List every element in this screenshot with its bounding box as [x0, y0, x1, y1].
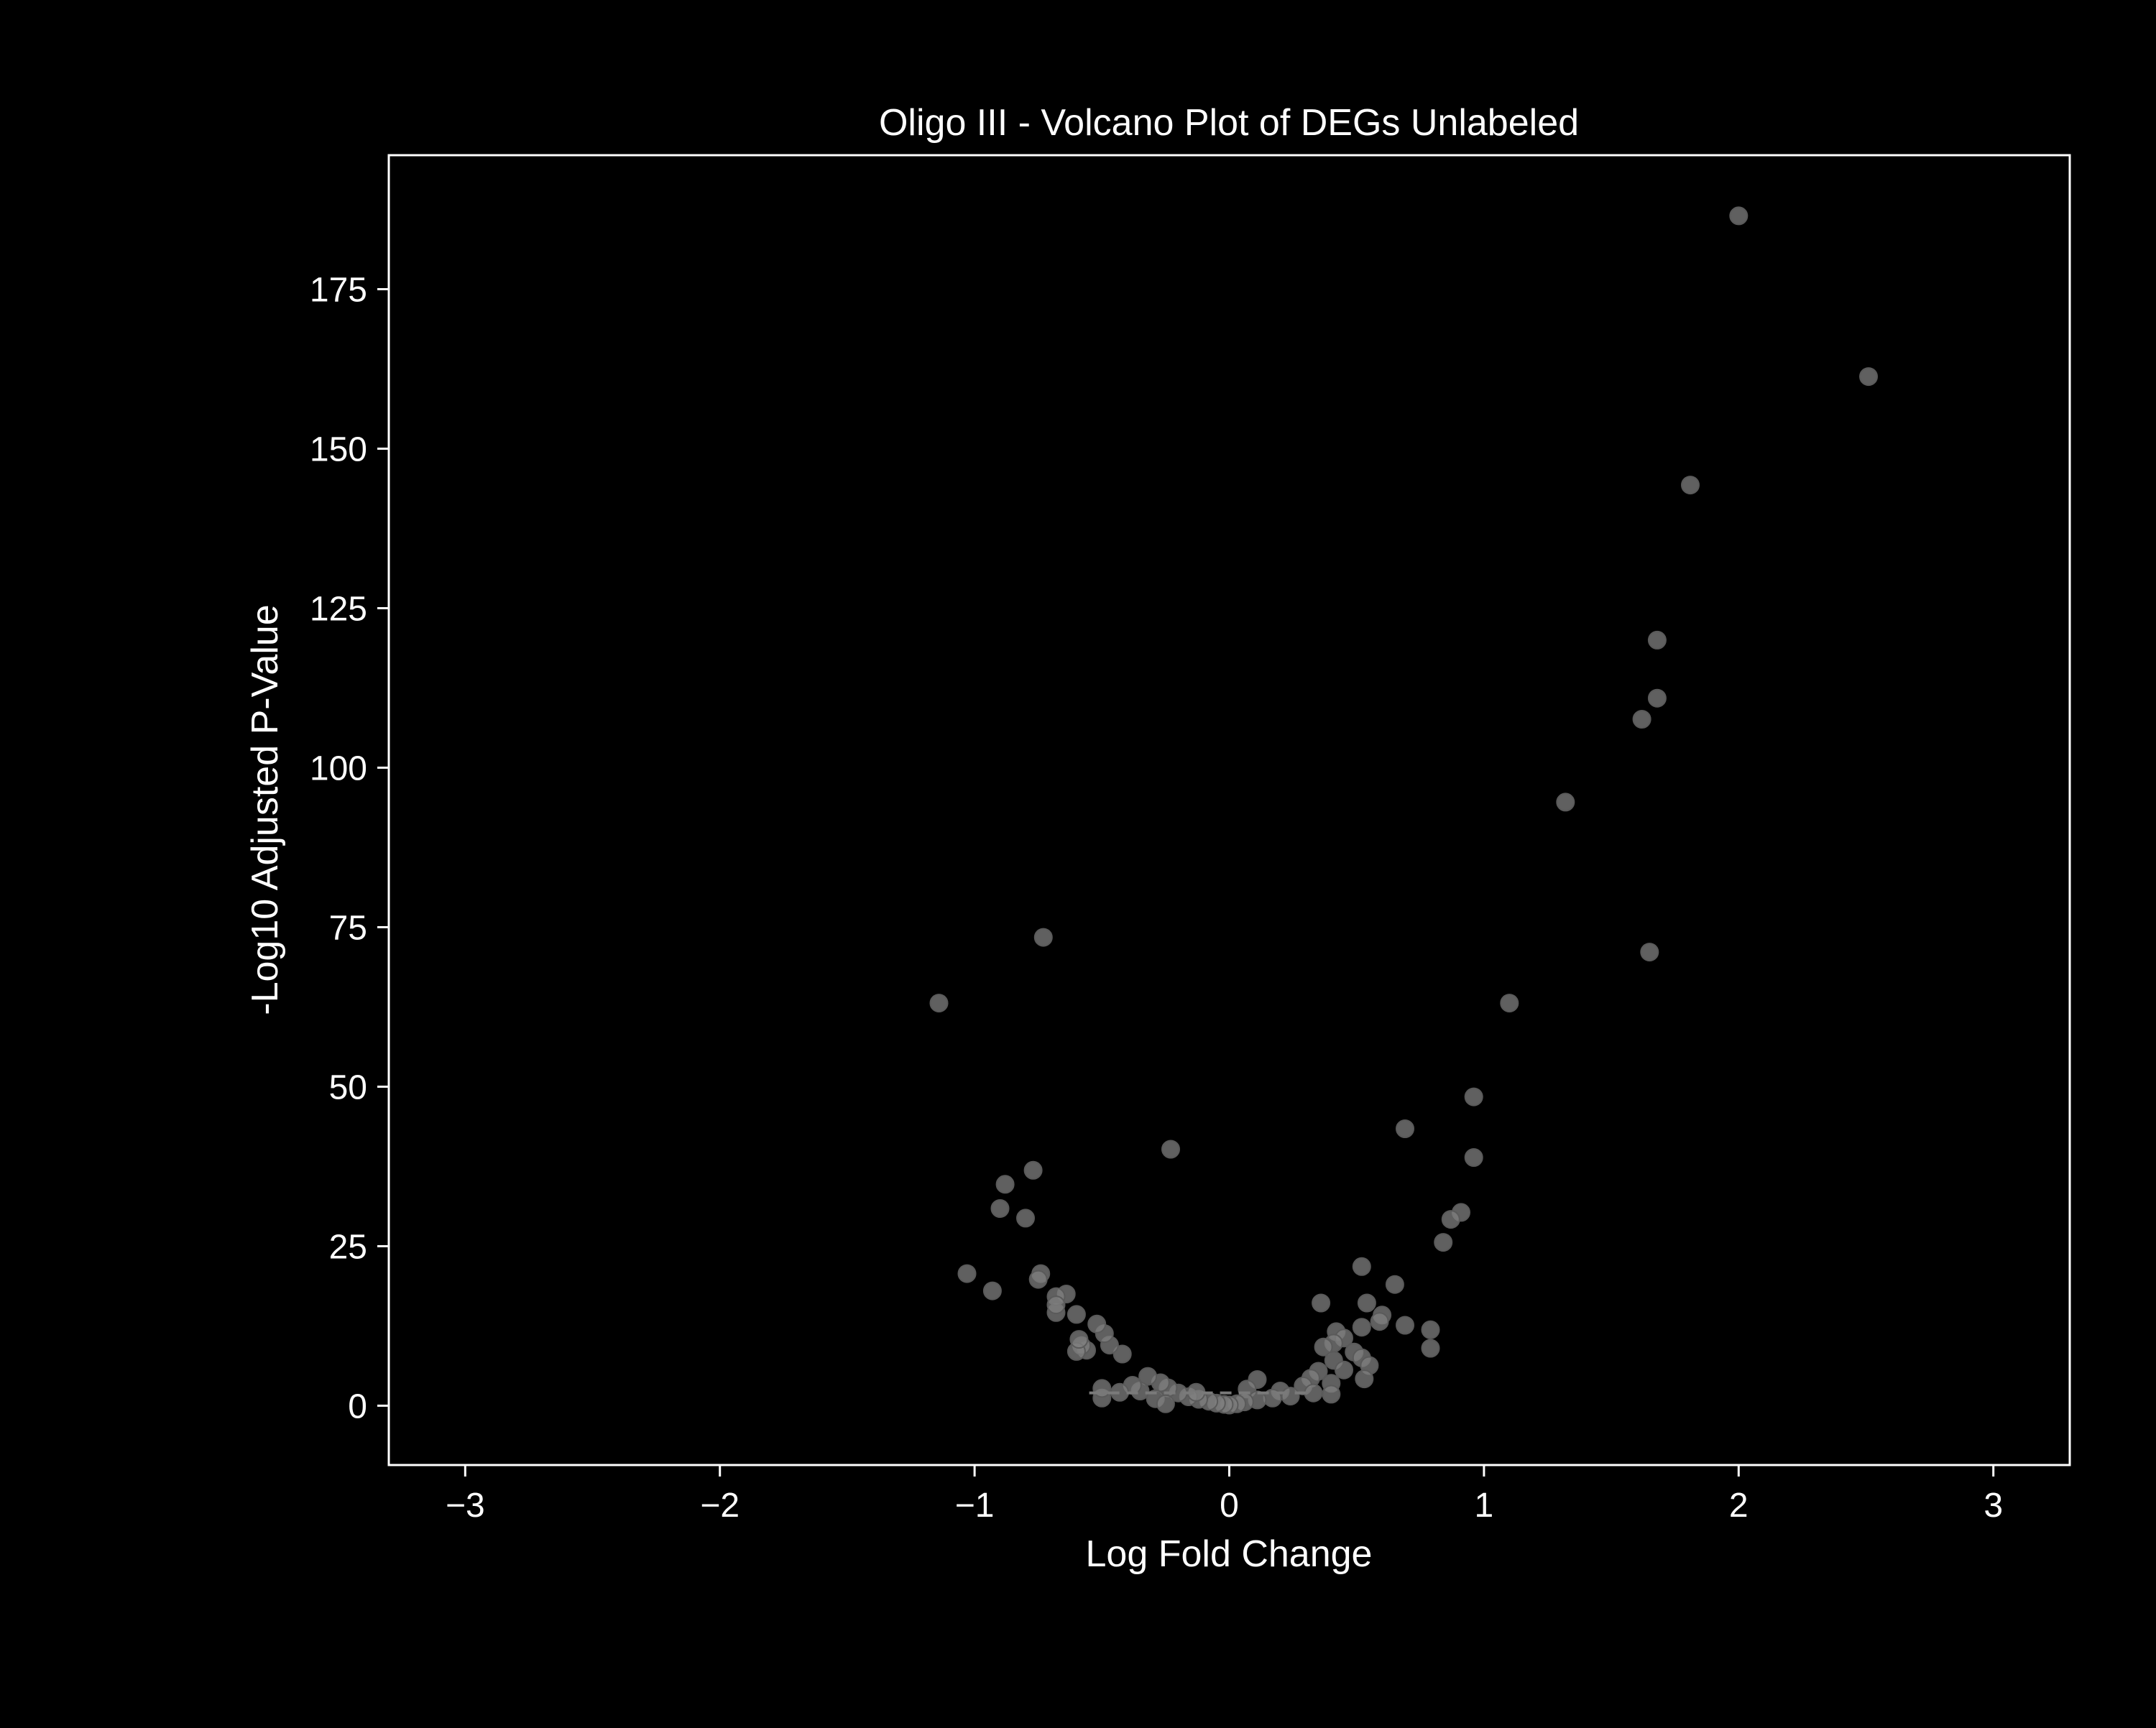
x-tick-label: 0 [1220, 1487, 1239, 1525]
data-point [1281, 1387, 1300, 1406]
data-point [1647, 688, 1667, 708]
data-point [929, 994, 949, 1013]
data-point [1421, 1339, 1440, 1358]
y-axis: 0 25 50 75 100 125 150 175 [310, 271, 389, 1426]
data-point [1069, 1330, 1089, 1349]
data-point [1556, 793, 1575, 812]
data-point [1312, 1293, 1331, 1313]
data-point [1314, 1337, 1333, 1357]
data-point [1647, 630, 1667, 650]
data-point [1396, 1119, 1414, 1138]
x-tick-label: 2 [1729, 1487, 1749, 1525]
x-tick-label: −2 [700, 1487, 740, 1525]
data-point [957, 1264, 977, 1283]
x-axis: −3 −2 −1 0 1 2 3 [446, 1465, 2003, 1525]
chart-title: Oligo III - Volcano Plot of DEGs Unlabel… [879, 102, 1579, 144]
data-point [1640, 943, 1659, 962]
data-point [995, 1175, 1015, 1194]
data-point [1112, 1344, 1132, 1364]
data-point [1681, 476, 1700, 495]
data-point [1304, 1383, 1323, 1403]
data-point [1046, 1295, 1066, 1315]
data-point [990, 1199, 1010, 1218]
y-axis-title: -Log10 Adjusted P-Value [244, 604, 286, 1015]
y-tick-label: 150 [310, 430, 367, 468]
data-point [1355, 1369, 1374, 1389]
x-tick-label: −3 [446, 1487, 485, 1525]
data-point [1087, 1314, 1107, 1334]
data-point [1138, 1367, 1158, 1386]
data-point [1441, 1210, 1460, 1229]
data-point [1464, 1148, 1483, 1167]
x-tick-label: −1 [955, 1487, 995, 1525]
data-point [1067, 1305, 1086, 1324]
y-tick-label: 175 [310, 271, 367, 309]
y-tick-label: 0 [348, 1387, 367, 1426]
data-point [1396, 1316, 1414, 1335]
data-point [1322, 1385, 1341, 1404]
data-point [1023, 1160, 1043, 1180]
y-tick-label: 75 [329, 909, 367, 947]
points-layer [929, 206, 1878, 1415]
data-point [1632, 710, 1651, 729]
data-point [1729, 206, 1749, 226]
data-point [1500, 994, 1519, 1013]
y-tick-label: 50 [329, 1068, 367, 1106]
data-point [1156, 1394, 1175, 1413]
x-axis-title: Log Fold Change [1086, 1533, 1373, 1575]
data-point [1161, 1140, 1180, 1159]
data-point [982, 1281, 1002, 1300]
data-point [1859, 367, 1878, 387]
data-point [1092, 1379, 1112, 1398]
data-point [1028, 1270, 1048, 1289]
y-tick-label: 100 [310, 749, 367, 787]
data-point [1370, 1312, 1389, 1331]
data-point [1033, 928, 1053, 947]
data-point [1421, 1320, 1440, 1339]
y-tick-label: 125 [310, 590, 367, 628]
data-point [1357, 1293, 1376, 1313]
x-tick-label: 3 [1984, 1487, 2003, 1525]
data-point [1434, 1233, 1453, 1252]
data-point [1352, 1318, 1371, 1337]
data-point [1335, 1360, 1353, 1380]
x-tick-label: 1 [1475, 1487, 1494, 1525]
y-tick-label: 25 [329, 1228, 367, 1266]
data-point [1352, 1257, 1371, 1276]
data-point [1385, 1275, 1404, 1294]
data-point [1016, 1209, 1035, 1228]
data-point [1464, 1087, 1483, 1106]
